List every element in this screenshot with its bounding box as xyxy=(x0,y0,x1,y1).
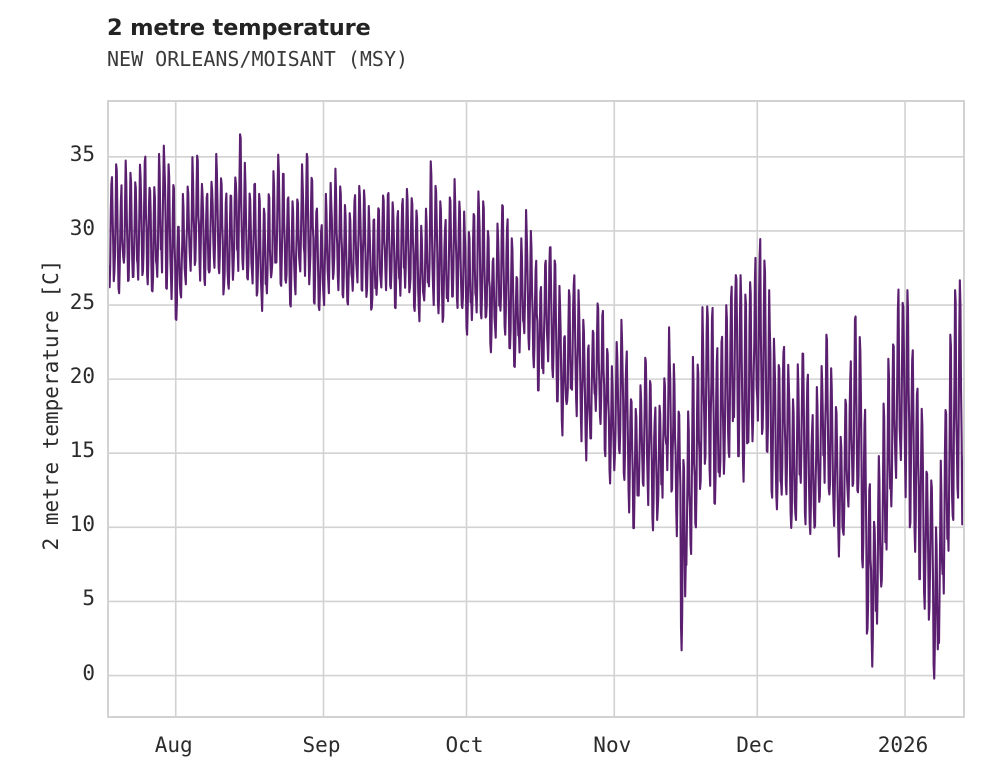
y-axis-tick-label: 0 xyxy=(82,660,95,685)
y-axis-tick-label: 10 xyxy=(69,512,95,537)
y-axis-tick-label: 5 xyxy=(82,586,95,611)
plot-svg xyxy=(109,102,963,716)
series-layer xyxy=(109,133,963,680)
x-axis-tick-label: Dec xyxy=(736,733,775,757)
x-axis-tick-label: Aug xyxy=(154,733,193,757)
x-axis-tick-label: Oct xyxy=(445,733,484,757)
y-axis-tick-label: 25 xyxy=(69,290,95,315)
y-axis-tick-label: 35 xyxy=(69,141,95,166)
temperature-series-line xyxy=(109,133,963,680)
x-axis-tick-label: 2026 xyxy=(877,733,929,757)
grid-layer xyxy=(109,102,963,716)
y-axis-tick-label: 20 xyxy=(69,364,95,389)
plot-area xyxy=(107,100,965,718)
y-axis-tick-labels: 0 5 10 15 20 25 30 35 xyxy=(0,0,95,782)
title-block: 2 metre temperature NEW ORLEANS/MOISANT … xyxy=(107,14,967,73)
y-axis-tick-label: 30 xyxy=(69,215,95,240)
x-axis-tick-label: Sep xyxy=(302,733,341,757)
chart-subtitle: NEW ORLEANS/MOISANT (MSY) xyxy=(107,47,409,71)
y-axis-tick-label: 15 xyxy=(69,438,95,463)
x-axis-tick-label: Nov xyxy=(593,733,632,757)
page-title: 2 metre temperature xyxy=(107,15,371,41)
